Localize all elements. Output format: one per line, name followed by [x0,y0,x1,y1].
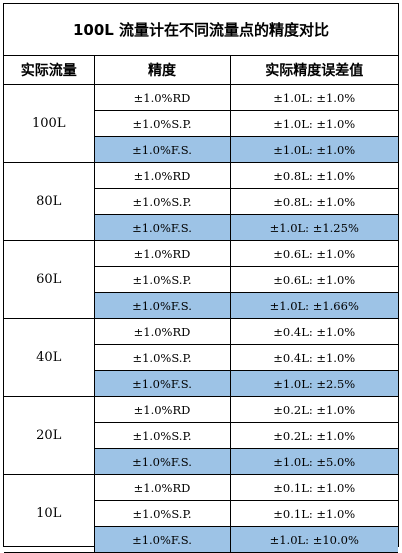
error-cell: ±0.1L: ±1.0% [229,500,398,527]
error-cell: ±1.0L: ±1.0% [229,136,398,163]
table-row: 100L ±1.0%RD ±1.0L: ±1.0% [4,84,398,163]
comparison-table-frame: 100L 流量计在不同流量点的精度对比 实际流量 精度 实际精度误差值 100L… [3,3,399,553]
table-title: 100L 流量计在不同流量点的精度对比 [4,4,398,56]
table-row: 40L ±1.0%RD ±0.4L: ±1.0% [4,318,398,397]
accuracy-cell: ±1.0%S.P. [94,500,231,527]
error-cell: ±0.6L: ±1.0% [229,240,398,267]
header-accuracy: 精度 [93,56,231,85]
accuracy-cell: ±1.0%F.S. [94,136,231,163]
error-cell: ±0.2L: ±1.0% [229,422,398,449]
flow-cell: 20L [4,396,95,475]
table-row: ±1.0%S.P. ±0.8L: ±1.0% [4,188,398,215]
error-cell: ±0.8L: ±1.0% [229,188,398,215]
error-cell: ±1.0L: ±1.0% [229,110,398,137]
table-row: ±1.0%S.P. ±0.2L: ±1.0% [4,422,398,449]
table-row: 10L ±1.0%RD ±0.1L: ±1.0% [4,474,398,553]
accuracy-cell: ±1.0%S.P. [94,110,231,137]
table-row: ±1.0%S.P. ±0.4L: ±1.0% [4,344,398,371]
table-row: 60L ±1.0%RD ±0.6L: ±1.0% [4,240,398,319]
flow-cell: 40L [4,318,95,397]
accuracy-cell: ±1.0%F.S. [94,526,231,553]
error-cell: ±1.0L: ±5.0% [229,448,398,475]
error-cell: ±1.0L: ±2.5% [229,370,398,397]
error-cell: ±1.0L: ±1.0% [229,84,398,111]
table-row: ±1.0%F.S. ±1.0L: ±5.0% [4,448,398,475]
flow-cell: 100L [4,84,95,163]
error-cell: ±0.8L: ±1.0% [229,162,398,189]
table-row: 20L ±1.0%RD ±0.2L: ±1.0% [4,396,398,475]
accuracy-cell: ±1.0%S.P. [94,344,231,371]
table-row: ±1.0%F.S. ±1.0L: ±1.66% [4,292,398,319]
error-cell: ±0.2L: ±1.0% [229,396,398,423]
accuracy-cell: ±1.0%RD [93,474,231,501]
error-cell: ±0.4L: ±1.0% [229,344,398,371]
header-actual-flow: 实际流量 [4,56,95,85]
error-cell: ±0.4L: ±1.0% [229,318,398,345]
accuracy-cell: ±1.0%S.P. [94,266,231,293]
table-row: ±1.0%S.P. ±1.0L: ±1.0% [4,110,398,137]
accuracy-cell: ±1.0%S.P. [94,188,231,215]
flow-cell: 60L [4,240,95,319]
error-cell: ±0.1L: ±1.0% [229,474,398,501]
table-row: 80L ±1.0%RD ±0.8L: ±1.0% [4,162,398,241]
table-row: ±1.0%F.S. ±1.0L: ±1.25% [4,214,398,241]
accuracy-cell: ±1.0%F.S. [94,214,231,241]
accuracy-table: 实际流量 精度 实际精度误差值 100L ±1.0%RD ±1.0L: ±1.0% ±… [4,56,398,553]
table-row: ±1.0%S.P. ±0.6L: ±1.0% [4,266,398,293]
table-row: ±1.0%F.S. ±1.0L: ±10.0% [4,526,398,553]
accuracy-cell: ±1.0%RD [93,318,231,345]
accuracy-cell: ±1.0%RD [93,162,231,189]
table-row: ±1.0%F.S. ±1.0L: ±2.5% [4,370,398,397]
header-actual-error: 实际精度误差值 [229,56,398,85]
table-body: 100L ±1.0%RD ±1.0L: ±1.0% ±1.0%S.P. ±1.0L: ±… [4,84,398,553]
header-row: 实际流量 精度 实际精度误差值 [4,56,398,85]
accuracy-cell: ±1.0%F.S. [94,448,231,475]
error-cell: ±1.0L: ±1.66% [229,292,398,319]
error-cell: ±0.6L: ±1.0% [229,266,398,293]
accuracy-cell: ±1.0%RD [93,84,231,111]
accuracy-cell: ±1.0%RD [93,240,231,267]
table-row: ±1.0%F.S. ±1.0L: ±1.0% [4,136,398,163]
table-row: ±1.0%S.P. ±0.1L: ±1.0% [4,500,398,527]
error-cell: ±1.0L: ±10.0% [229,526,398,553]
accuracy-cell: ±1.0%F.S. [94,292,231,319]
flow-cell: 80L [4,162,95,241]
accuracy-cell: ±1.0%F.S. [94,370,231,397]
accuracy-cell: ±1.0%RD [93,396,231,423]
accuracy-cell: ±1.0%S.P. [94,422,231,449]
error-cell: ±1.0L: ±1.25% [229,214,398,241]
flow-cell: 10L [4,474,95,553]
